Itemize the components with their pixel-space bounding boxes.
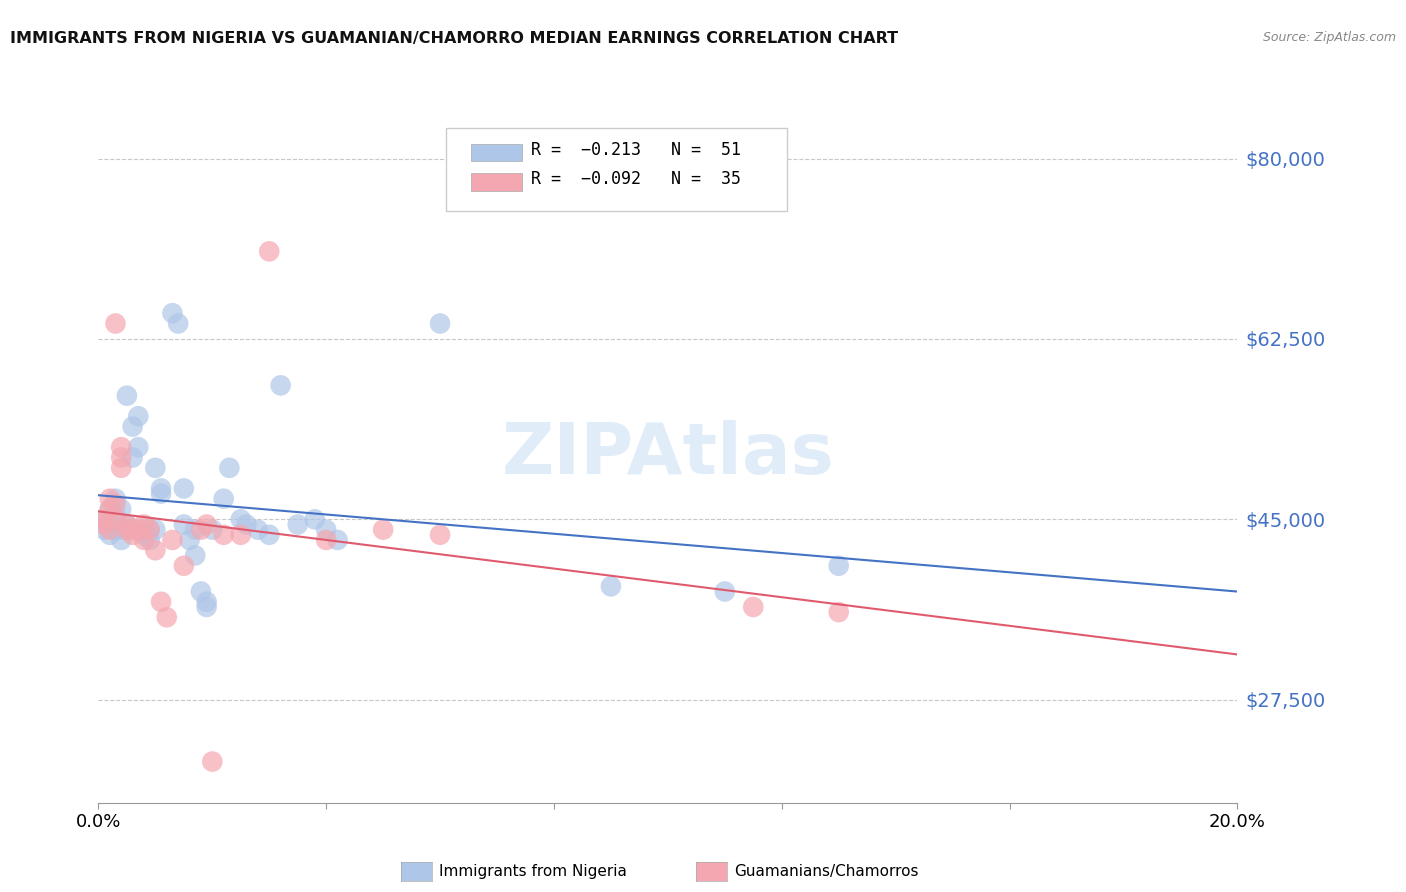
Point [218,460,240,475]
Point [138,533,160,547]
FancyBboxPatch shape [446,128,787,211]
Point [110,460,132,475]
Point [145,523,167,537]
Point [110,440,132,454]
Point [115,523,138,537]
Point [156,610,179,624]
Point [104,497,127,511]
Text: R =  −0.092   N =  35: R = −0.092 N = 35 [531,170,741,188]
Point [828,605,851,619]
Bar [471,173,522,191]
Point [121,419,143,434]
Point [104,512,127,526]
Text: Immigrants from Nigeria: Immigrants from Nigeria [439,864,627,879]
Point [229,512,252,526]
Point [127,409,149,424]
Text: Source: ZipAtlas.com: Source: ZipAtlas.com [1263,31,1396,45]
Point [150,486,173,500]
Point [98,528,121,542]
Point [132,533,155,547]
Point [259,244,281,259]
Point [190,584,212,599]
Point [145,543,167,558]
Point [315,523,337,537]
Point [429,317,451,331]
Point [173,517,195,532]
Point [162,533,184,547]
Text: ZIPAtlas: ZIPAtlas [502,420,834,490]
Point [326,533,349,547]
Point [110,533,132,547]
Text: R =  −0.213   N =  51: R = −0.213 N = 51 [531,141,741,159]
Point [110,523,132,537]
Point [212,528,235,542]
Point [115,517,138,532]
Point [98,523,121,537]
Point [195,595,218,609]
Point [93,512,115,526]
Point [150,482,173,496]
Point [98,517,121,532]
Point [201,523,224,537]
Point [212,491,235,506]
Point [115,389,138,403]
Point [179,533,201,547]
Point [184,523,207,537]
Point [229,528,252,542]
Point [167,317,190,331]
Point [132,517,155,532]
Point [184,549,207,563]
Point [429,528,451,542]
Point [162,306,184,320]
Point [115,517,138,532]
Point [132,528,155,542]
Point [195,599,218,614]
Point [138,523,160,537]
Point [104,491,127,506]
Point [150,595,173,609]
Point [173,558,195,573]
Point [93,512,115,526]
Point [828,558,851,573]
Point [259,528,281,542]
Point [110,450,132,465]
Point [315,533,337,547]
Point [110,502,132,516]
Point [235,517,257,532]
Point [373,523,395,537]
Point [145,460,167,475]
Point [132,523,155,537]
Point [190,523,212,537]
Point [98,502,121,516]
Point [270,378,292,392]
Point [93,523,115,537]
Point [104,317,127,331]
Point [742,599,765,614]
Point [173,482,195,496]
Point [127,440,149,454]
Point [121,523,143,537]
Point [600,579,623,593]
Point [287,517,309,532]
Point [138,523,160,537]
Point [201,755,224,769]
Point [98,491,121,506]
Text: Guamanians/Chamorros: Guamanians/Chamorros [734,864,918,879]
Text: IMMIGRANTS FROM NIGERIA VS GUAMANIAN/CHAMORRO MEDIAN EARNINGS CORRELATION CHART: IMMIGRANTS FROM NIGERIA VS GUAMANIAN/CHA… [10,31,898,46]
Point [714,584,737,599]
Point [104,507,127,521]
Point [304,512,326,526]
Point [93,517,115,532]
Point [195,517,218,532]
Point [246,523,269,537]
Point [121,450,143,465]
Bar [471,144,522,161]
Point [98,502,121,516]
Point [104,523,127,537]
Point [127,523,149,537]
Point [121,528,143,542]
